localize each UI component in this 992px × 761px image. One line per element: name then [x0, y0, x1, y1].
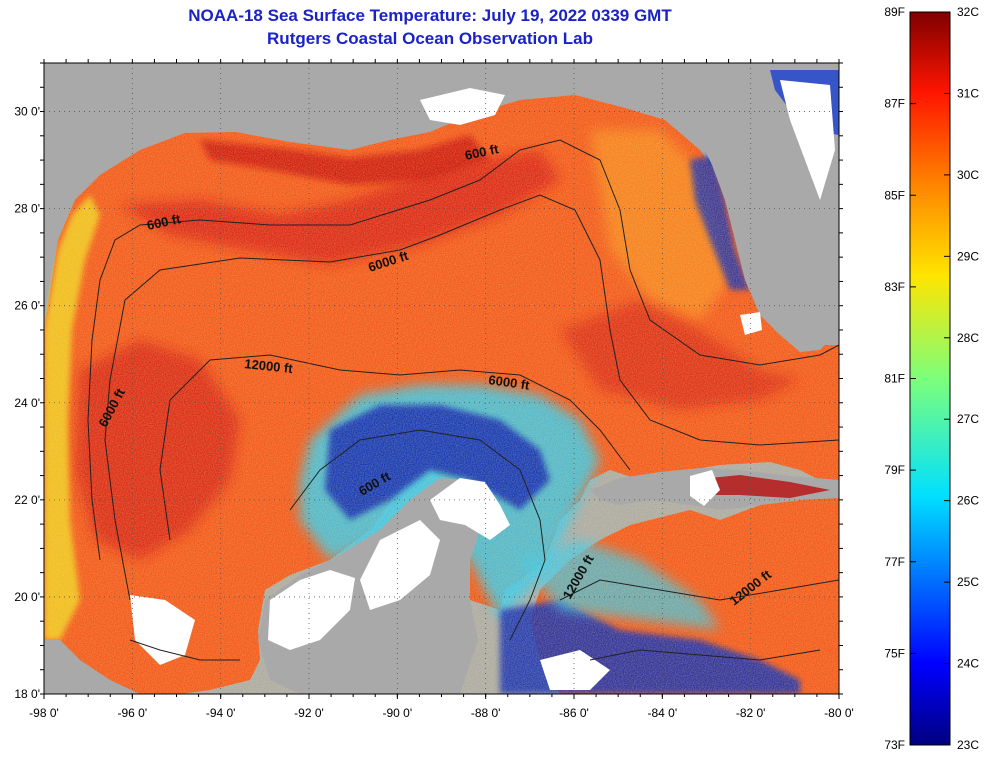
- cloud-patch: [268, 570, 355, 650]
- fahrenheit-labels: 89F 87F 85F 83F 81F 79F 77F 75F 73F: [884, 5, 905, 752]
- lat-tick-label: 18 0': [14, 687, 40, 701]
- lat-tick-label: 20 0': [14, 590, 40, 604]
- lat-tick-label: 30 0': [14, 105, 40, 119]
- lon-tick-label: -80 0': [824, 706, 854, 720]
- celsius-label: 23C: [957, 738, 979, 752]
- lon-tick-label: -94 0': [206, 706, 236, 720]
- cloud-patch: [690, 470, 720, 506]
- contour-12000ft: [159, 354, 631, 541]
- contour-label: 600 ft: [464, 141, 501, 163]
- contour-mexico-shelf: [129, 639, 240, 661]
- cloud-patch: [430, 478, 510, 540]
- fahrenheit-label: 75F: [884, 646, 905, 660]
- cloud-patch: [360, 520, 440, 610]
- graticule: [44, 63, 839, 694]
- fahrenheit-label: 81F: [884, 372, 905, 386]
- lon-tick-label: -88 0': [471, 706, 501, 720]
- lon-tick-label: -84 0': [648, 706, 678, 720]
- fahrenheit-label: 89F: [884, 5, 905, 19]
- lon-tick-label: -96 0': [118, 706, 148, 720]
- mexico-land: [44, 640, 140, 694]
- map-subtitle: Rutgers Coastal Ocean Observation Lab: [267, 29, 593, 48]
- map-title: NOAA-18 Sea Surface Temperature: July 19…: [188, 6, 672, 25]
- cloud-patch: [420, 88, 505, 125]
- fahrenheit-label: 87F: [884, 97, 905, 111]
- colorbar-gradient: [909, 11, 951, 746]
- cloud-patch: [780, 80, 835, 200]
- fahrenheit-label: 83F: [884, 280, 905, 294]
- lat-tick-label: 28 0': [14, 202, 40, 216]
- lon-tick-label: -86 0': [559, 706, 589, 720]
- bathymetry-contours: [87, 139, 839, 661]
- lat-tick-label: 22 0': [14, 493, 40, 507]
- lon-tick-label: -92 0': [294, 706, 324, 720]
- lon-tick-label: -90 0': [383, 706, 413, 720]
- colorbar-ticks: [910, 11, 950, 746]
- celsius-label: 24C: [957, 657, 979, 671]
- lon-tick-label: -82 0': [736, 706, 766, 720]
- contour-6000ft: [104, 194, 839, 601]
- fahrenheit-label: 79F: [884, 463, 905, 477]
- cuba-north-hot: [690, 475, 830, 498]
- fahrenheit-label: 73F: [884, 738, 905, 752]
- cloud-patch: [130, 595, 195, 665]
- lon-tick-label: -98 0': [29, 706, 59, 720]
- sst-map: 600 ft 600 ft 6000 ft 12000 ft 6000 ft 6…: [14, 59, 854, 720]
- temperature-colorbar: 89F 87F 85F 83F 81F 79F 77F 75F 73F 32C 31C 30C 29C…: [884, 5, 979, 752]
- contour-caribbean: [559, 579, 839, 601]
- celsius-label: 30C: [957, 168, 979, 182]
- celsius-labels: 32C 31C 30C 29C 28C 27C 26C 25C 24C 23C: [957, 5, 979, 752]
- contour-label: 600 ft: [146, 211, 183, 233]
- latitude-labels: 18 0' 20 0' 22 0' 24 0' 26 0' 28 0' 30 0': [14, 105, 40, 701]
- axis-ticks: [40, 59, 843, 699]
- celsius-label: 25C: [957, 575, 979, 589]
- contour-yucatan-shelf: [289, 429, 546, 641]
- celsius-label: 32C: [957, 5, 979, 19]
- celsius-label: 27C: [957, 412, 979, 426]
- water-texture: [44, 95, 839, 694]
- contour-label: 12000 ft: [244, 356, 294, 376]
- contour-label: 6000 ft: [488, 372, 532, 393]
- lat-tick-label: 24 0': [14, 396, 40, 410]
- celsius-label: 29C: [957, 249, 979, 263]
- lat-tick-label: 26 0': [14, 299, 40, 313]
- celsius-label: 28C: [957, 331, 979, 345]
- fahrenheit-label: 85F: [884, 188, 905, 202]
- fahrenheit-label: 77F: [884, 555, 905, 569]
- us-coast-land: [44, 63, 700, 320]
- celsius-label: 26C: [957, 494, 979, 508]
- celsius-label: 31C: [957, 86, 979, 100]
- longitude-labels: -98 0' -96 0' -94 0' -92 0' -90 0' -88 0' -86 …: [29, 706, 854, 720]
- contour-600ft: [87, 139, 839, 561]
- contour-caribbean-2: [589, 649, 821, 661]
